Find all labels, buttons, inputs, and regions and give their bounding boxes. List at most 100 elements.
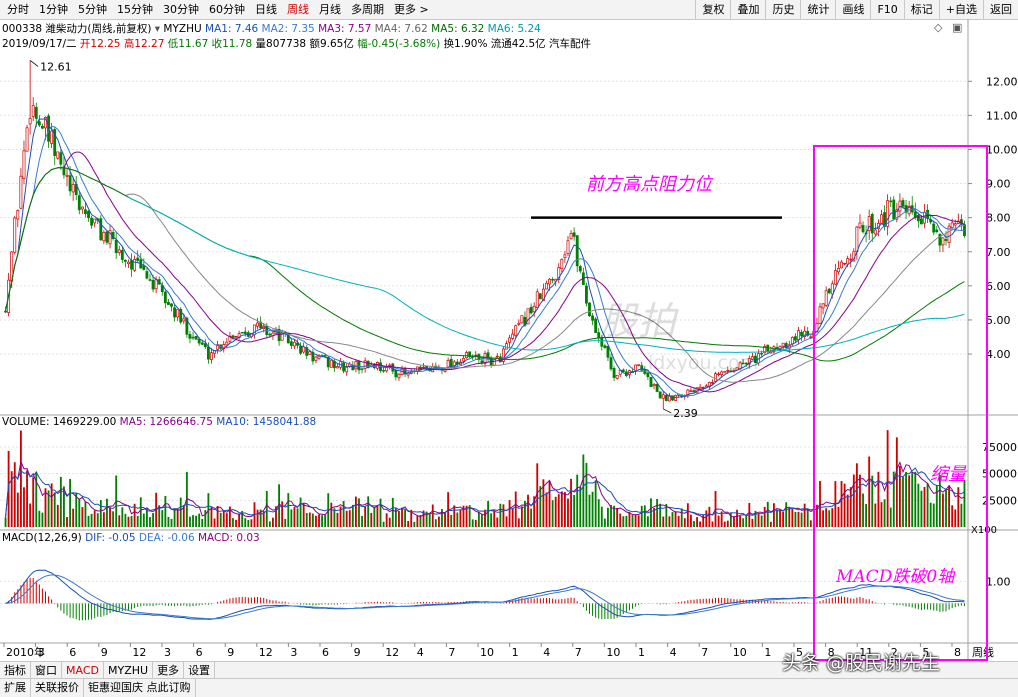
candle-body	[741, 362, 745, 365]
price-axis-label: 4.00	[986, 348, 1011, 361]
toolbar-button-5[interactable]: F10	[870, 0, 903, 19]
candle-body	[655, 383, 659, 392]
x-axis-label: 2	[891, 646, 898, 659]
period-toolbar: 分时 1分钟 5分钟 15分钟 30分钟 60分钟 日线 周线 月线 多周期 更多 > 复权 叠加 历史…	[0, 0, 1018, 20]
quote-info-row: 2019/09/17/二 开12.25 高12.27 低11.67 收11.78…	[2, 36, 591, 51]
candle-body	[243, 331, 247, 334]
toolbar-button-6[interactable]: 标记	[903, 0, 939, 19]
period-tab-4[interactable]: 30分钟	[163, 3, 199, 16]
status-item-0[interactable]: 扩展	[0, 679, 31, 697]
toolbar-button-8[interactable]: 返回	[983, 0, 1018, 19]
candle-body	[692, 390, 696, 393]
low-mark-label: 2.39	[673, 407, 698, 420]
candle-body	[191, 336, 195, 339]
toolbar-button-2[interactable]: 历史	[765, 0, 800, 19]
candle-body	[889, 200, 893, 203]
candle-body	[837, 267, 840, 273]
toolbar-button-1[interactable]: 叠加	[730, 0, 765, 19]
candle-body	[151, 279, 155, 290]
period-tab-7[interactable]: 周线	[287, 3, 309, 16]
period-tab-1[interactable]: 1分钟	[39, 3, 68, 16]
candle-body	[167, 301, 170, 305]
status-item-1[interactable]: 关联报价	[31, 679, 84, 697]
candle-body	[603, 345, 607, 348]
indicator-name[interactable]: MYZHU	[163, 23, 202, 35]
bottom-tab-5[interactable]: 设置	[184, 662, 216, 679]
macd-dea: DEA: -0.06	[138, 532, 195, 544]
candle-body	[449, 358, 453, 367]
candle-body	[674, 395, 677, 401]
candle-body	[578, 266, 582, 272]
price-axis-label: 9.00	[986, 178, 1011, 191]
bottom-tab-2[interactable]: MACD	[62, 662, 104, 679]
bottom-tab-1[interactable]: 窗口	[31, 662, 62, 679]
toolbar-button-7[interactable]: +自选	[938, 0, 983, 19]
candle-body	[870, 214, 874, 234]
candle-body	[179, 308, 183, 323]
period-tab-6[interactable]: 日线	[255, 3, 277, 16]
candle-body	[351, 364, 355, 371]
bottom-tab-3[interactable]: MYZHU	[104, 662, 154, 679]
candle-body	[723, 371, 727, 373]
status-item-2[interactable]: 钜惠迎国庆 点此订购	[84, 679, 196, 697]
candle-body	[797, 330, 800, 340]
period-tab-0[interactable]: 分时	[7, 3, 29, 16]
candle-body	[621, 369, 625, 373]
annotation-resistance: 前方高点阻力位	[586, 174, 712, 195]
candle-body	[843, 262, 847, 265]
kline-chart[interactable]: 12.0011.0010.009.008.007.006.005.004.001…	[0, 19, 1018, 661]
bottom-tab-4[interactable]: 更多	[153, 662, 185, 679]
candle-body	[563, 254, 567, 258]
candle-body	[809, 336, 813, 338]
candle-body	[867, 216, 871, 231]
candle-body	[197, 338, 201, 344]
period-tab-3[interactable]: 15分钟	[117, 3, 153, 16]
candle-body	[803, 330, 807, 338]
candle-body	[698, 386, 702, 390]
candle-body	[637, 364, 641, 366]
candle-body	[855, 226, 859, 253]
candle-body	[689, 390, 693, 392]
bottom-tab-0[interactable]: 指标	[0, 662, 31, 679]
x-axis-label: 11	[859, 646, 873, 659]
candle-body	[323, 355, 327, 357]
candle-body	[520, 315, 524, 324]
indicator-dropdown-icon[interactable]: ▾	[154, 23, 161, 35]
ma3-line	[5, 151, 965, 393]
toolbar-button-3[interactable]: 统计	[800, 0, 835, 19]
diamond-icon[interactable]: ◇	[934, 21, 943, 34]
x-axis-label: 7	[575, 646, 582, 659]
candle-body	[296, 342, 299, 346]
candle-body	[176, 308, 180, 318]
volume-axis-label: 75000	[982, 441, 1017, 454]
candle-body	[87, 210, 90, 219]
macd-dea-line	[5, 574, 965, 620]
settings-icon[interactable]: ▣	[951, 21, 963, 34]
candle-body	[661, 394, 665, 399]
candle-body	[793, 336, 797, 341]
candle-body	[935, 229, 939, 233]
candle-body	[163, 291, 167, 304]
candle-body	[821, 303, 825, 309]
candle-body	[658, 391, 662, 399]
period-tab-2[interactable]: 5分钟	[78, 3, 107, 16]
x-axis-label: 12	[132, 646, 146, 659]
x-axis-period-label: 周线	[972, 645, 994, 659]
candle-body	[941, 237, 945, 246]
macd-dif: DIF: -0.05	[85, 532, 136, 544]
toolbar-button-4[interactable]: 画线	[835, 0, 870, 19]
period-tab-5[interactable]: 60分钟	[209, 3, 245, 16]
candle-body	[944, 239, 948, 241]
period-tab-8[interactable]: 月线	[319, 3, 341, 16]
candle-body	[4, 310, 7, 313]
volume-ma5: MA5: 1266646.75	[119, 416, 213, 428]
candle-body	[880, 214, 883, 224]
candle-body	[502, 348, 505, 362]
macd-histogram	[8, 578, 965, 621]
period-tab-10[interactable]: 更多 >	[394, 3, 429, 16]
candle-body	[210, 352, 213, 360]
period-tab-9[interactable]: 多周期	[351, 3, 384, 16]
candle-body	[895, 209, 899, 220]
quote-date: 2019/09/17/二	[2, 38, 77, 50]
toolbar-button-0[interactable]: 复权	[695, 0, 730, 19]
